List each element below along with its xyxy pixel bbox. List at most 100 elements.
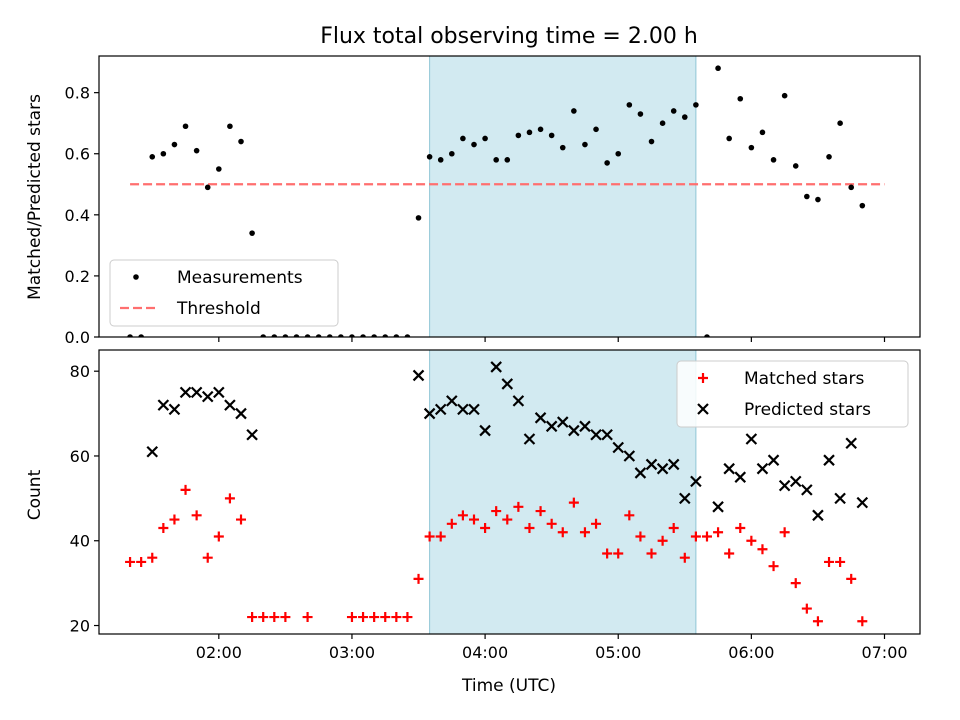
data-point: [204, 184, 211, 191]
data-point: [426, 153, 433, 160]
data-point: [612, 441, 625, 454]
data-point: [756, 462, 769, 475]
data-point: [168, 403, 181, 416]
data-point: [415, 215, 422, 221]
data-point: [127, 334, 133, 337]
bottom-highlight-band: [429, 349, 697, 635]
data-point: [158, 523, 169, 534]
x-tick-label: 07:00: [861, 643, 907, 662]
data-point: [713, 527, 724, 538]
data-point: [626, 102, 633, 108]
data-point: [446, 518, 457, 529]
data-point: [391, 612, 402, 623]
data-point: [136, 556, 147, 567]
series-matched-stars: [125, 484, 868, 627]
data-point: [846, 573, 857, 584]
legend-label: Predicted stars: [744, 400, 871, 420]
data-point: [423, 407, 436, 420]
data-point: [704, 334, 710, 337]
data-point: [745, 433, 758, 445]
data-point: [534, 412, 547, 424]
bottom-panel: 02:00 03:00 04:00 05:00 06:00 07:00 20 40 60 80 Ma…: [70, 349, 921, 662]
data-point: [693, 102, 699, 108]
data-point: [449, 150, 455, 157]
data-point: [670, 108, 677, 114]
data-point: [171, 141, 178, 148]
series-measurements: [127, 65, 866, 337]
data-point: [213, 386, 225, 399]
top-panel: 0.0 0.2 0.4 0.6 0.8 Measurements Threshold: [65, 55, 921, 347]
data-point: [591, 518, 602, 529]
data-point: [515, 132, 522, 139]
data-point: [482, 135, 488, 142]
data-point: [201, 390, 214, 403]
data-point: [249, 230, 255, 236]
data-point: [635, 531, 646, 542]
data-point: [582, 141, 588, 148]
data-point: [634, 467, 647, 479]
data-point: [280, 612, 291, 623]
data-point: [224, 399, 236, 411]
data-point: [724, 548, 735, 559]
data-point: [460, 135, 466, 142]
y-tick-label: 0.4: [65, 206, 90, 225]
data-point: [304, 334, 311, 337]
data-point: [282, 334, 289, 337]
data-point: [213, 531, 224, 542]
top-axes-frame: [98, 55, 921, 338]
bottom-y-axis-label: Count: [25, 469, 45, 520]
data-point: [835, 556, 846, 567]
data-point: [537, 126, 544, 133]
data-point: [723, 462, 735, 475]
data-point: [701, 531, 712, 542]
legend-swatch: [697, 403, 709, 415]
x-tick-label: 04:00: [462, 643, 508, 662]
data-point: [615, 150, 622, 157]
data-point: [157, 399, 170, 411]
data-point: [648, 138, 655, 145]
data-point: [138, 334, 144, 337]
y-tick-label: 20: [70, 617, 90, 636]
data-point: [493, 157, 499, 163]
data-point: [768, 561, 779, 572]
data-point: [679, 492, 691, 505]
data-point: [801, 603, 812, 614]
data-point: [679, 552, 690, 563]
data-point: [801, 484, 813, 496]
data-point: [479, 424, 491, 437]
data-point: [402, 612, 413, 623]
data-point: [726, 135, 732, 142]
data-point: [302, 612, 313, 623]
data-point: [360, 334, 366, 337]
data-point: [737, 95, 744, 102]
data-point: [247, 612, 258, 623]
data-point: [657, 535, 668, 546]
data-point: [770, 157, 777, 163]
data-point: [848, 184, 855, 191]
data-point: [382, 334, 389, 337]
data-point: [524, 523, 535, 534]
data-point: [812, 616, 823, 627]
data-point: [224, 493, 235, 504]
data-point: [413, 573, 424, 584]
data-point: [179, 386, 192, 399]
data-point: [559, 144, 566, 151]
data-point: [556, 416, 569, 428]
data-point: [412, 369, 425, 382]
data-point: [759, 129, 766, 136]
data-point: [437, 157, 444, 163]
data-point: [180, 484, 191, 495]
y-tick-label: 0.2: [65, 267, 90, 286]
data-point: [568, 424, 580, 437]
x-tick-label: 05:00: [595, 643, 641, 662]
data-point: [202, 552, 213, 563]
data-point: [859, 202, 866, 209]
data-point: [271, 334, 278, 337]
data-point: [147, 552, 158, 563]
data-point: [380, 612, 391, 623]
data-point: [789, 475, 802, 488]
data-point: [371, 334, 377, 337]
data-point: [216, 166, 222, 172]
data-point: [235, 407, 247, 420]
data-point: [501, 378, 514, 390]
